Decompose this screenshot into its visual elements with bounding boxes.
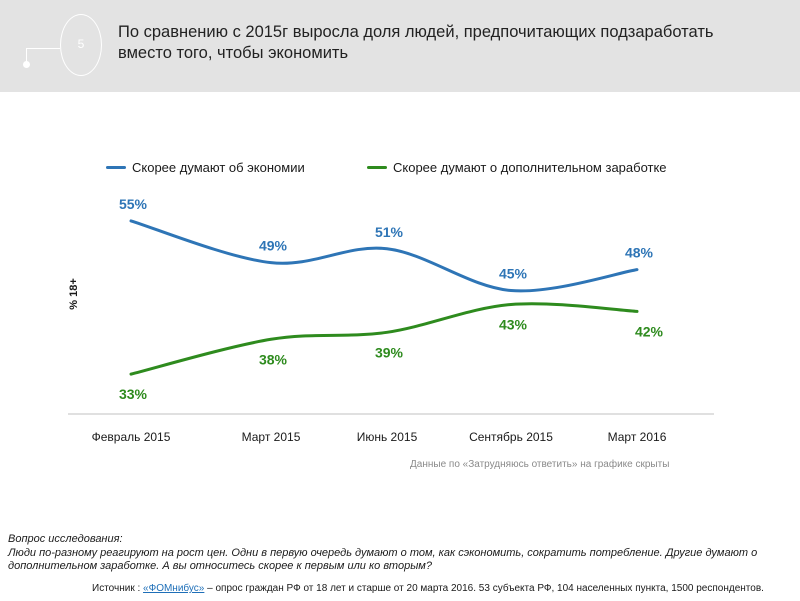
slide-number-ring [60, 14, 102, 76]
series-line-extra-income [129, 302, 639, 376]
legend-item-economy: Скорее думают об экономии [106, 157, 305, 177]
data-label: 39% [375, 344, 404, 360]
slide-header: 5 По сравнению с 2015г выросла доля люде… [0, 0, 800, 92]
data-label: 48% [625, 245, 654, 261]
decor-dot [23, 61, 30, 68]
data-label: 51% [375, 224, 404, 240]
chart-note: Данные по «Затрудняюсь ответить» на граф… [410, 459, 670, 470]
question-label: Вопрос исследования: [8, 533, 123, 545]
data-label: 49% [259, 238, 288, 254]
x-tick-label: Март 2015 [242, 430, 301, 444]
data-label: 33% [119, 386, 148, 402]
legend-item-extra-income: Скорее думают о дополнительном заработке [367, 157, 667, 177]
legend-label: Скорее думают о дополнительном заработке [393, 159, 667, 175]
decor-line [26, 48, 27, 64]
decor-line [26, 48, 60, 49]
slide-title: По сравнению с 2015г выросла доля людей,… [118, 23, 714, 62]
data-label: 55% [119, 196, 148, 212]
legend-label: Скорее думают об экономии [132, 159, 305, 175]
x-tick-label: Март 2016 [608, 430, 667, 444]
source-prefix: Источник : [92, 583, 144, 594]
x-tick-label: Июнь 2015 [357, 430, 418, 444]
data-label: 38% [259, 351, 288, 367]
question-text: Люди по-разному реагируют на рост цен. О… [8, 547, 758, 572]
data-label: 43% [499, 316, 528, 332]
source-link[interactable]: «ФОМнибус» [143, 583, 205, 594]
x-tick-label: Сентябрь 2015 [469, 430, 553, 444]
legend-swatch [106, 165, 126, 169]
source-suffix: – опрос граждан РФ от 18 лет и старше от… [204, 583, 764, 594]
data-label: 45% [499, 266, 528, 282]
legend-swatch [367, 165, 387, 169]
x-tick-label: Февраль 2015 [92, 430, 171, 444]
series-line-economy [129, 219, 639, 293]
source-line: Источник : «ФОМнибус» – опрос граждан РФ… [92, 583, 764, 594]
slide-number: 5 [77, 37, 85, 51]
data-label: 42% [635, 323, 664, 339]
